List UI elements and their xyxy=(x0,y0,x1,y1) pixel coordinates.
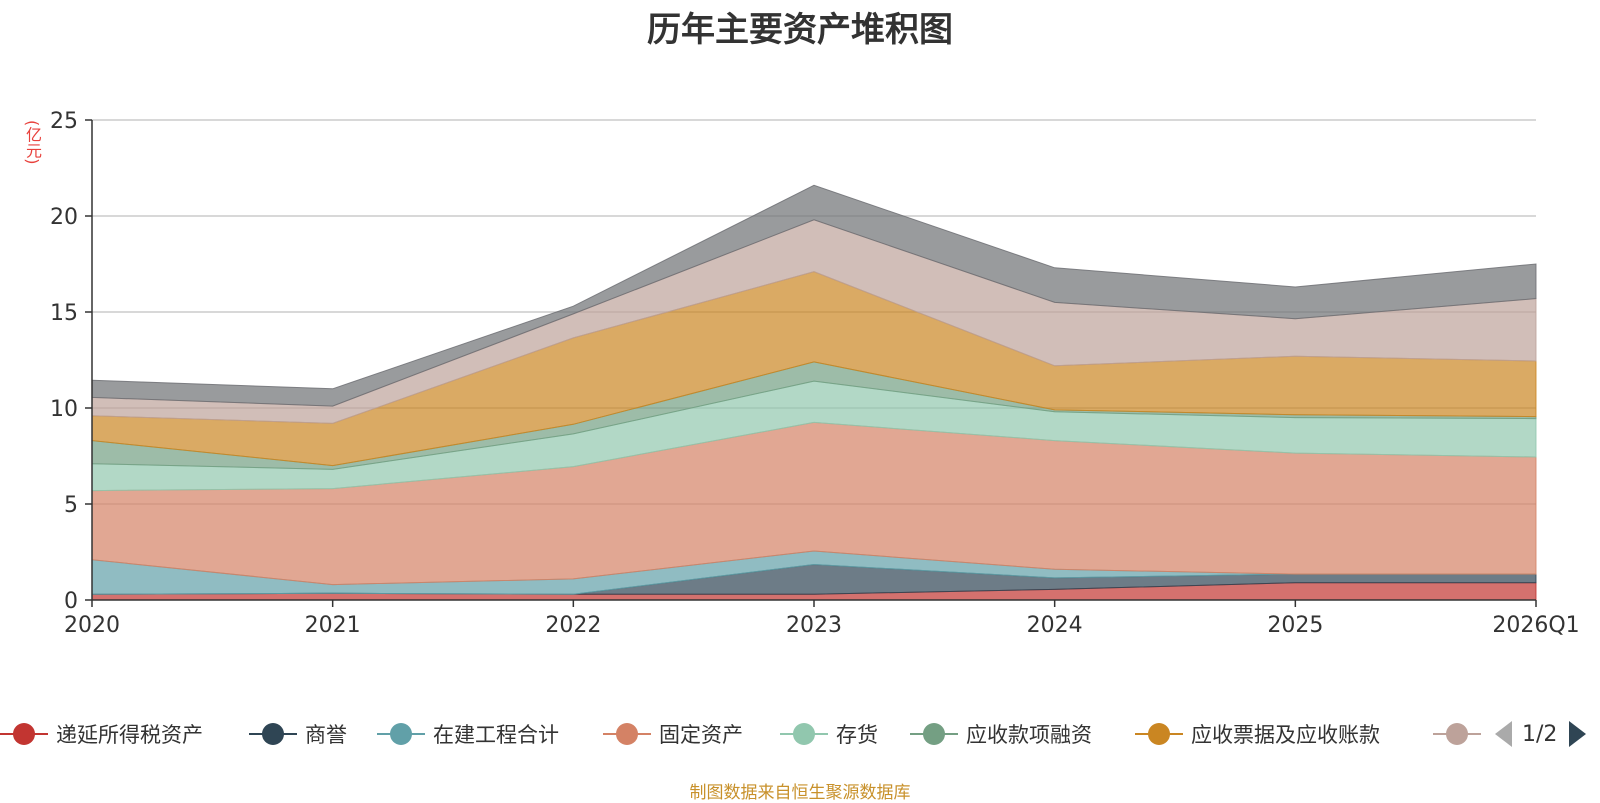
legend-marker-icon xyxy=(910,721,958,747)
x-tick-label: 2025 xyxy=(1267,613,1323,638)
y-tick-label: 20 xyxy=(50,205,78,230)
legend-label: 应收款项融资 xyxy=(966,723,1092,747)
y-tick-label: 10 xyxy=(50,397,78,422)
legend-marker-icon xyxy=(1135,721,1183,747)
legend-label: 商誉 xyxy=(305,723,347,747)
legend-marker-icon xyxy=(377,721,425,747)
legend-label: 在建工程合计 xyxy=(433,723,559,747)
legend-item[interactable]: 应收款项融资 xyxy=(910,716,1092,752)
area-series xyxy=(91,184,1537,601)
y-axis-unit-label: (亿元) xyxy=(23,120,42,165)
data-source-note: 制图数据来自恒生聚源数据库 xyxy=(689,783,911,803)
x-tick-label: 2022 xyxy=(545,613,601,638)
y-tick-label: 5 xyxy=(64,493,78,518)
y-tick-label: 25 xyxy=(50,109,78,134)
x-tick-label: 2023 xyxy=(786,613,842,638)
legend-label: 递延所得税资产 xyxy=(56,723,203,747)
legend: 1/2 递延所得税资产 商誉 在建工程合计 固定资产 存货 应收款项融资 应收票据及应收账款 xyxy=(0,716,1600,752)
chart-title: 历年主要资产堆积图 xyxy=(647,10,953,50)
legend-label: 固定资产 xyxy=(659,723,743,747)
legend-prev-page-icon[interactable] xyxy=(1495,721,1512,747)
legend-item[interactable]: 存货 xyxy=(780,716,878,752)
legend-label: 存货 xyxy=(836,723,878,747)
x-tick-label: 2020 xyxy=(64,613,120,638)
legend-next-page-icon[interactable] xyxy=(1569,721,1587,747)
legend-page-indicator: 1/2 xyxy=(1522,721,1558,747)
legend-marker-icon xyxy=(249,721,297,747)
legend-item[interactable] xyxy=(1433,716,1489,752)
legend-item[interactable]: 递延所得税资产 xyxy=(0,716,203,752)
y-tick-label: 15 xyxy=(50,301,78,326)
y-tick-label: 0 xyxy=(64,589,78,614)
legend-marker-icon xyxy=(780,721,828,747)
legend-item[interactable]: 在建工程合计 xyxy=(377,716,559,752)
legend-pager: 1/2 xyxy=(1495,716,1587,752)
legend-marker-icon xyxy=(603,721,651,747)
x-tick-label: 2026Q1 xyxy=(1492,613,1579,638)
x-tick-label: 2021 xyxy=(305,613,361,638)
legend-marker-icon xyxy=(0,721,48,747)
area-series-9[interactable] xyxy=(91,184,1537,407)
legend-item[interactable]: 固定资产 xyxy=(603,716,743,752)
legend-marker-icon xyxy=(1433,721,1481,747)
legend-item[interactable]: 应收票据及应收账款 xyxy=(1135,716,1380,752)
x-tick-label: 2024 xyxy=(1027,613,1083,638)
legend-item[interactable]: 商誉 xyxy=(249,716,347,752)
legend-label: 应收票据及应收账款 xyxy=(1191,723,1380,747)
